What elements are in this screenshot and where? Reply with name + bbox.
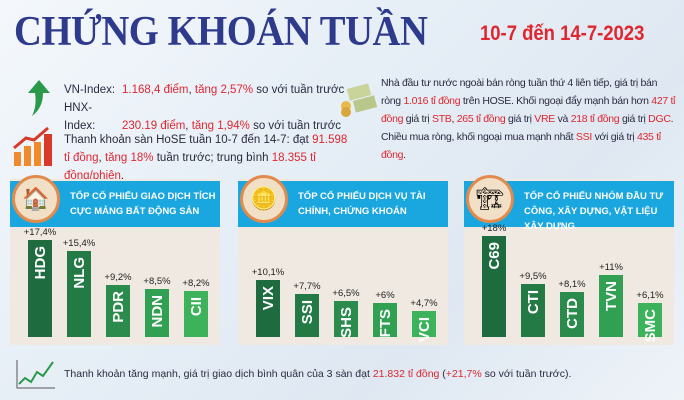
page-title: CHỨNG KHOÁN TUẦN xyxy=(14,9,428,55)
house-icon: 🏠 xyxy=(12,175,60,223)
bar-cti: CTI xyxy=(521,283,545,337)
money-stack-icon xyxy=(341,83,378,117)
bar-nlg: NLG xyxy=(67,250,91,337)
bar-category-label: PDR xyxy=(109,291,127,324)
panel-real-estate: TỐP CỔ PHIẾU GIAO DỊCH TÍCH CỰC MẢNG BẤT… xyxy=(10,175,220,345)
bar-vci: VCI xyxy=(412,310,436,342)
bar-category-label: SHS xyxy=(337,306,355,338)
bar-ctd: CTD xyxy=(560,291,584,337)
bar-category-label: SSI xyxy=(298,299,316,325)
bar-vix: VIX xyxy=(256,280,280,337)
bar-ndn: NDN xyxy=(145,289,169,337)
construction-icon: 🏗 xyxy=(466,175,514,223)
bar-value-label: +8,1% xyxy=(558,278,586,290)
bar-fts: FTS xyxy=(373,303,397,338)
bar-value-label: +4,7% xyxy=(410,297,438,309)
bar-value-label: +8,5% xyxy=(143,276,171,288)
bar-value-label: +11% xyxy=(599,262,623,274)
bar-shs: SHS xyxy=(334,300,358,338)
bar-category-label: VCI xyxy=(415,316,433,342)
bar-category-label: C69 xyxy=(485,242,503,270)
bar-category-label: CTD xyxy=(563,297,581,329)
bar-category-label: NLG xyxy=(70,256,88,289)
bar-category-label: FTS xyxy=(376,309,394,338)
bar-value-label: +7,7% xyxy=(293,280,321,292)
bar-value-label: +6% xyxy=(375,290,395,302)
bar-category-label: NDN xyxy=(148,295,166,328)
bar-category-label: TVN xyxy=(602,281,620,312)
bar-tvn: TVN xyxy=(599,275,623,337)
bar-value-label: +9,2% xyxy=(104,272,132,284)
bar-value-label: +18% xyxy=(481,223,507,235)
bar-category-label: CTI xyxy=(524,289,542,314)
date-range: 10-7 đến 14-7-2023 xyxy=(480,22,645,45)
bar-value-label: +9,5% xyxy=(519,270,547,282)
bar-value-label: +10,1% xyxy=(251,267,285,279)
coins-icon: 🪙 xyxy=(240,175,288,223)
bar-pdr: PDR xyxy=(106,285,130,337)
up-arrow-icon xyxy=(28,80,50,116)
bar-hdg: HDG xyxy=(28,239,52,337)
bar-value-label: +8,2% xyxy=(182,278,210,290)
footer-text: Thanh khoản tăng mạnh, giá trị giao dịch… xyxy=(64,368,572,380)
foreign-investor-text: Nhà đầu tư nước ngoài bán ròng tuần thứ … xyxy=(381,77,676,161)
bar-ssi: SSI xyxy=(295,293,319,337)
bar-value-label: +17,4% xyxy=(23,226,57,238)
bar-value-label: +6,5% xyxy=(332,287,360,299)
panel-construction: TỐP CỔ PHIẾU NHÓM ĐẦU TƯ CÔNG, XÂY DỰNG,… xyxy=(464,175,674,345)
bar-smc: SMC xyxy=(638,302,662,342)
liquidity-text: Thanh khoản sàn HoSE tuần 10-7 đến 14-7:… xyxy=(64,134,348,182)
index-block: VN-Index: 1.168,4 điểm, tăng 2,57% so với… xyxy=(64,84,345,132)
line-chart-icon xyxy=(16,360,55,389)
bar-value-label: +15,4% xyxy=(62,237,96,249)
bar-category-label: VIX xyxy=(259,286,277,311)
bar-category-label: CII xyxy=(187,297,205,317)
bar-cii: CII xyxy=(184,291,208,337)
bar-c69: C69 xyxy=(482,236,506,337)
bar-category-label: SMC xyxy=(641,308,659,343)
panel-financial: TỐP CỔ PHIẾU DỊCH VỤ TÀI CHÍNH, CHỨNG KH… xyxy=(238,175,448,345)
growth-chart-icon xyxy=(13,126,52,166)
bar-value-label: +6,1% xyxy=(636,289,664,301)
bar-category-label: HDG xyxy=(31,245,49,279)
